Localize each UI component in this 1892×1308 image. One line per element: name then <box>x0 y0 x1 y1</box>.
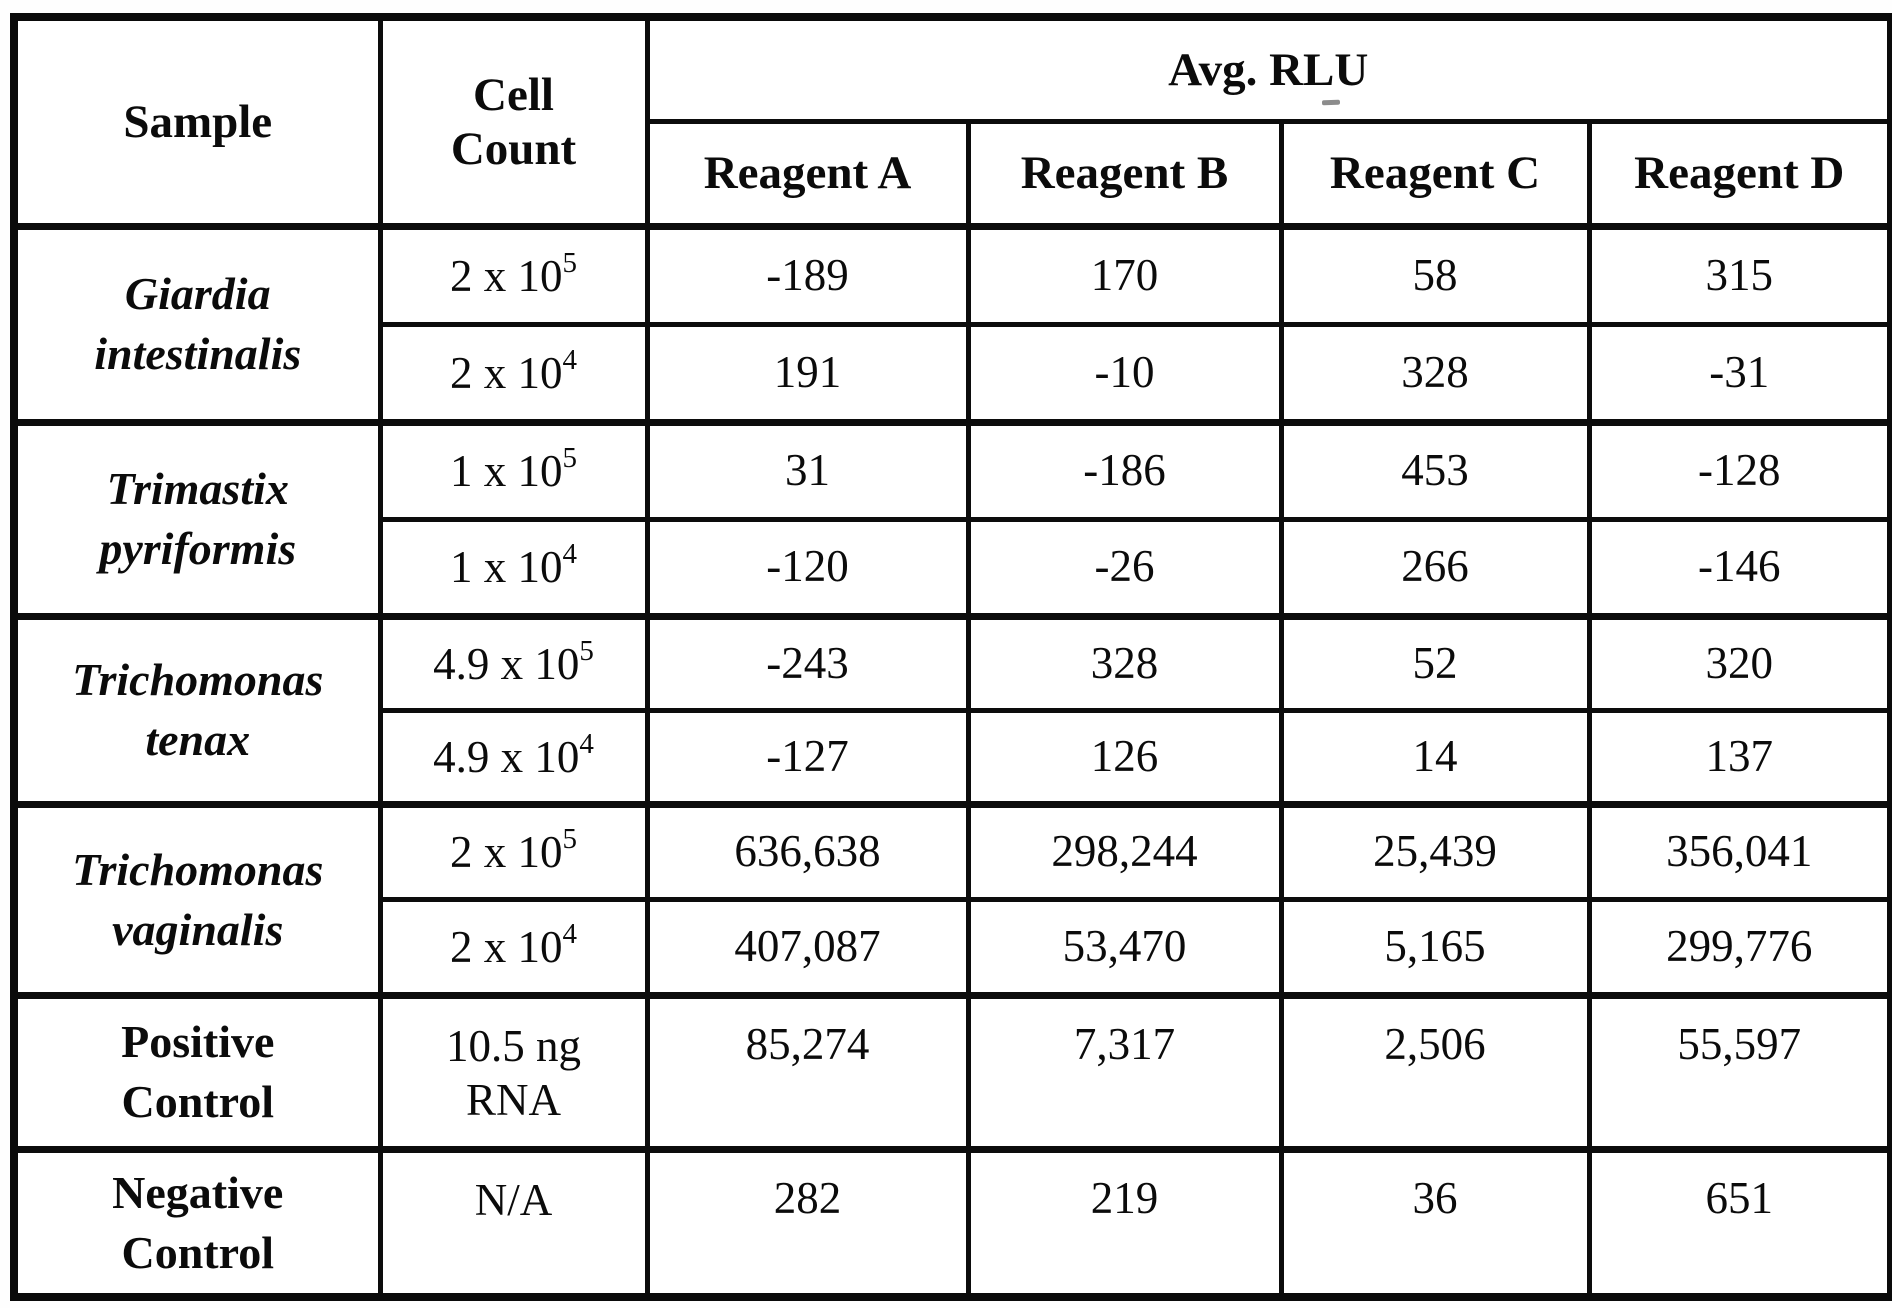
cell-count-value: 2 x 10 <box>450 921 563 972</box>
cell-count-cell: N/A <box>377 1145 650 1300</box>
table-row: Trichomonas tenax 4.9 x 105 -243 328 52 … <box>11 612 1892 807</box>
table-row: Giardia intestinalis 2 x 105 -189 170 58… <box>11 222 1892 425</box>
rlu-value-cell: 58 <box>1278 222 1592 327</box>
header-reagent-c: Reagent C <box>1278 118 1592 230</box>
rlu-value-cell: 7,317 <box>965 991 1284 1152</box>
cell-count-exponent: 5 <box>562 823 578 855</box>
rlu-value-cell: 219 <box>965 1145 1284 1300</box>
cell-count-exponent: 5 <box>579 634 594 667</box>
table-row: Trimastix pyriformis 1 x 105 31 -186 453… <box>11 418 1892 619</box>
rlu-value-cell: 5,165 <box>1278 896 1592 998</box>
rlu-value-cell: 328 <box>965 612 1284 713</box>
cell-count-cell: 2 x 105 <box>377 800 650 902</box>
rlu-value-cell: 315 <box>1586 222 1892 327</box>
cell-count-value: 2 x 10 <box>450 827 563 877</box>
table-row: Negative Control N/A 282 219 36 651 <box>11 1145 1892 1300</box>
cell-count-cell: 4.9 x 104 <box>377 707 650 807</box>
cell-count-value: 2 x 10 <box>450 347 563 398</box>
rlu-value-cell: 2,506 <box>1278 991 1592 1152</box>
rlu-value-cell: 328 <box>1278 321 1592 425</box>
cell-count-value: 2 x 10 <box>450 250 563 301</box>
cell-count-cell: 2 x 104 <box>377 896 650 998</box>
cell-count-exponent: 4 <box>579 727 594 760</box>
rlu-value-cell: 36 <box>1278 1145 1592 1300</box>
rlu-value-cell: 14 <box>1278 707 1592 807</box>
table-row: 1 x 104 -120 -26 266 -146 <box>14 516 1892 619</box>
cell-count-exponent: 4 <box>562 538 578 570</box>
cell-count-exponent: 5 <box>562 442 578 474</box>
rlu-value-cell: -31 <box>1586 321 1892 425</box>
rlu-value-cell: -128 <box>1586 418 1892 522</box>
rlu-value-cell: 52 <box>1278 612 1592 713</box>
cell-count-exponent: 4 <box>562 343 578 376</box>
sample-name-cell: Trichomonas vaginalis <box>11 800 383 998</box>
rlu-value-cell: 298,244 <box>965 800 1284 902</box>
rlu-value-cell: 282 <box>644 1145 971 1300</box>
rlu-value-cell: 126 <box>965 707 1284 807</box>
rlu-value-cell: -10 <box>965 321 1284 425</box>
avg-rlu-results-table: Sample Cell Count Avg. RLU Reagent A Rea… <box>10 13 1892 1301</box>
header-row-top: Sample Cell Count Avg. RLU <box>11 14 1892 229</box>
rlu-value-cell: 299,776 <box>1586 896 1892 998</box>
rlu-value-cell: 320 <box>1586 612 1892 713</box>
rlu-value-cell: 191 <box>644 321 971 425</box>
header-reagent-d: Reagent D <box>1586 118 1892 230</box>
rlu-value-cell: -243 <box>644 612 971 713</box>
cell-count-cell: 10.5 ng RNA <box>377 991 650 1152</box>
header-avg-rlu: Avg. RLU <box>644 14 1892 124</box>
cell-count-cell: 1 x 105 <box>377 418 650 522</box>
rlu-value-cell: 85,274 <box>644 991 971 1152</box>
cell-count-value: 10.5 ng RNA <box>446 1020 581 1125</box>
header-cell-count: Cell Count <box>377 14 650 229</box>
cell-count-value: 1 x 10 <box>450 446 563 496</box>
header-reagent-a: Reagent A <box>644 118 971 230</box>
table-row: Positive Control 10.5 ng RNA 85,274 7,31… <box>11 991 1892 1152</box>
cell-count-exponent: 4 <box>562 917 578 950</box>
cell-count-cell: 2 x 105 <box>377 222 650 327</box>
rlu-value-cell: 137 <box>1586 707 1892 807</box>
table-row: 4.9 x 104 -127 126 14 137 <box>14 707 1892 807</box>
cell-count-cell: 2 x 104 <box>377 321 650 425</box>
cell-count-value: N/A <box>474 1174 553 1225</box>
rlu-value-cell: 651 <box>1586 1145 1892 1300</box>
rlu-value-cell: 53,470 <box>965 896 1284 998</box>
rlu-value-cell: 356,041 <box>1586 800 1892 902</box>
sample-name-cell: Positive Control <box>11 991 383 1152</box>
sample-name-cell: Trichomonas tenax <box>11 612 383 807</box>
cell-count-value: 4.9 x 10 <box>433 638 580 689</box>
sample-name-cell: Trimastix pyriformis <box>11 418 383 619</box>
sample-name-cell: Negative Control <box>11 1145 383 1300</box>
rlu-value-cell: -186 <box>965 418 1284 522</box>
sample-name-cell: Giardia intestinalis <box>11 222 383 425</box>
cell-count-cell: 1 x 104 <box>377 516 650 619</box>
header-sample: Sample <box>11 14 383 229</box>
cell-count-exponent: 5 <box>562 246 578 279</box>
rlu-value-cell: 407,087 <box>644 896 971 998</box>
rlu-value-cell: -26 <box>965 516 1284 619</box>
rlu-value-cell: 266 <box>1278 516 1592 619</box>
cell-count-value: 4.9 x 10 <box>433 731 580 782</box>
rlu-value-cell: -146 <box>1586 516 1892 619</box>
rlu-value-cell: 55,597 <box>1586 991 1892 1152</box>
rlu-value-cell: -189 <box>644 222 971 327</box>
rlu-value-cell: -127 <box>644 707 971 807</box>
rlu-value-cell: 170 <box>965 222 1284 327</box>
table-row: Trichomonas vaginalis 2 x 105 636,638 29… <box>11 800 1892 998</box>
header-row-reagents: Reagent A Reagent B Reagent C Reagent D <box>14 118 1892 230</box>
rlu-value-cell: -120 <box>644 516 971 619</box>
scan-artifact-dash <box>1321 99 1341 106</box>
rlu-value-cell: 453 <box>1278 418 1592 522</box>
rlu-value-cell: 25,439 <box>1278 800 1592 902</box>
table-row: 2 x 104 191 -10 328 -31 <box>14 321 1892 425</box>
header-reagent-b: Reagent B <box>965 118 1284 230</box>
rlu-value-cell: 636,638 <box>644 800 971 902</box>
rlu-value-cell: 31 <box>644 418 971 522</box>
cell-count-cell: 4.9 x 105 <box>377 612 650 713</box>
cell-count-value: 1 x 10 <box>450 542 563 592</box>
table-row: 2 x 104 407,087 53,470 5,165 299,776 <box>14 896 1892 998</box>
